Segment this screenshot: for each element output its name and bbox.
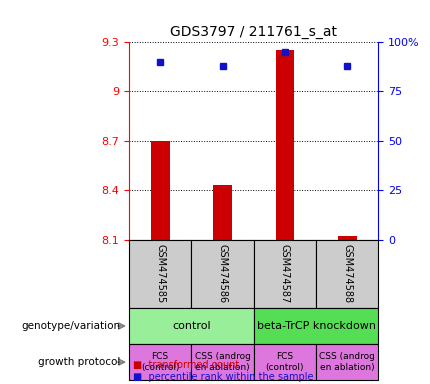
Bar [129,240,191,308]
Bar [276,50,294,240]
Bar [129,308,254,344]
Bar [254,344,316,380]
Text: FCS
(control): FCS (control) [266,353,304,372]
Text: CSS (androg
en ablation): CSS (androg en ablation) [319,353,375,372]
Text: growth protocol: growth protocol [38,357,120,367]
Text: beta-TrCP knockdown: beta-TrCP knockdown [257,321,375,331]
Bar [254,308,378,344]
Bar [129,344,191,380]
Text: control: control [172,321,211,331]
Bar [254,240,316,308]
Title: GDS3797 / 211761_s_at: GDS3797 / 211761_s_at [170,25,337,40]
Bar [151,141,169,240]
Text: GSM474587: GSM474587 [280,244,290,303]
Bar [191,344,254,380]
Bar [338,236,356,240]
Text: CSS (androg
en ablation): CSS (androg en ablation) [195,353,250,372]
Text: FCS
(control): FCS (control) [141,353,179,372]
Text: GSM474585: GSM474585 [155,244,165,303]
Bar [191,240,254,308]
Text: ■  transformed count: ■ transformed count [133,360,240,370]
Bar [316,344,378,380]
Text: genotype/variation: genotype/variation [21,321,120,331]
Text: GSM474588: GSM474588 [342,244,352,303]
Text: ■  percentile rank within the sample: ■ percentile rank within the sample [133,372,314,382]
Bar [316,240,378,308]
Bar [213,185,232,240]
Text: GSM474586: GSM474586 [218,244,227,303]
